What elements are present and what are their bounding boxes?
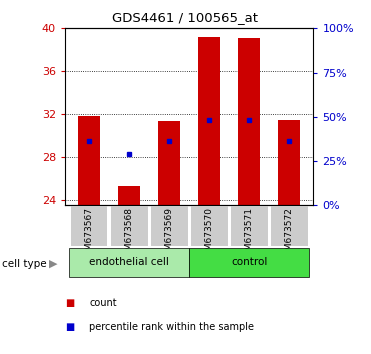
FancyBboxPatch shape	[70, 206, 108, 246]
Bar	[118, 186, 140, 205]
Bar	[278, 120, 301, 205]
Text: GDS4461 / 100565_at: GDS4461 / 100565_at	[112, 11, 259, 24]
FancyBboxPatch shape	[111, 206, 148, 246]
Text: GSM673568: GSM673568	[125, 207, 134, 262]
Text: GSM673572: GSM673572	[285, 207, 294, 262]
Text: percentile rank within the sample: percentile rank within the sample	[89, 322, 254, 332]
Text: GSM673569: GSM673569	[165, 207, 174, 262]
Bar	[198, 37, 220, 205]
Text: GSM673567: GSM673567	[85, 207, 93, 262]
Text: cell type: cell type	[2, 259, 46, 269]
Text: GSM673570: GSM673570	[205, 207, 214, 262]
Text: control: control	[231, 257, 267, 267]
FancyBboxPatch shape	[189, 248, 309, 276]
Bar	[78, 116, 100, 205]
Text: GSM673571: GSM673571	[245, 207, 254, 262]
Bar	[238, 38, 260, 205]
FancyBboxPatch shape	[231, 206, 268, 246]
Bar	[158, 121, 180, 205]
FancyBboxPatch shape	[151, 206, 188, 246]
Text: endothelial cell: endothelial cell	[89, 257, 169, 267]
Text: ■: ■	[65, 322, 74, 332]
Text: count: count	[89, 298, 116, 308]
Text: ▶: ▶	[49, 259, 58, 269]
FancyBboxPatch shape	[271, 206, 308, 246]
FancyBboxPatch shape	[191, 206, 228, 246]
FancyBboxPatch shape	[69, 248, 189, 276]
Text: ■: ■	[65, 298, 74, 308]
